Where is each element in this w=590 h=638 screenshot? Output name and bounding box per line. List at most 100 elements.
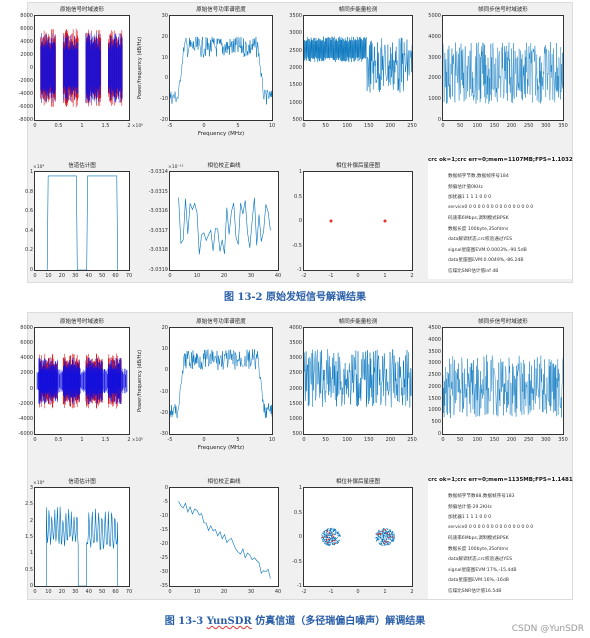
y-tick-label: 0.4 [25, 227, 33, 234]
y-tick-label: -6000 [18, 104, 33, 110]
caption-rest: 仿真信道（多径瑞偏白噪声）解调结果 [251, 616, 426, 627]
x-tick-label: 100 [342, 437, 352, 443]
info-line: 信噪比SNR估计值inf dB [448, 268, 499, 274]
y-tick-label: -3.0316 [148, 208, 168, 215]
info-line: 频偏估计值-29.2KHz [448, 504, 492, 510]
plot-title: 帧同步能量检测 [338, 319, 378, 325]
x-tick-label: 20 [220, 589, 228, 595]
y-tick-label: 2500 [428, 372, 441, 379]
x-tick-label: 1 [383, 589, 387, 595]
x-tick-label: 0 [168, 589, 172, 595]
plot-canvas [443, 354, 563, 419]
plot-constellation: 相位补偿后星座图 1 0.5 0 -0.5 -1 -2 -1 0 1 2 [292, 163, 413, 279]
y-tick-label: 2000 [428, 383, 441, 390]
x-tick-label: 40 [274, 589, 282, 595]
y-tick-label: -0.5 [292, 558, 302, 565]
y-tick-label: 1 [298, 485, 302, 491]
y-tick-label: 1500 [428, 395, 441, 402]
x-tick-label: 300 [541, 123, 551, 129]
y-tick-label: -2000 [18, 400, 33, 407]
x-tick-label: 100 [472, 437, 483, 443]
y-axis-label: Power/frequency (dB/Hz) [137, 349, 143, 413]
plot-phase-correction: 相位校正曲线 -3.0314 -3.0315 -3.0316 -3.0317 -3.031… [149, 163, 282, 279]
info-line: 码速率6Mbps,调制模式BPSK [448, 536, 509, 541]
x-tick-label: 250 [407, 437, 417, 443]
plot-title: 相位校正曲线 [207, 163, 241, 169]
y-tick-label: 6000 [20, 340, 33, 347]
plot-title: 原始信号时域波形 [59, 319, 104, 325]
plot-canvas [178, 197, 271, 255]
y-tick-label: -3.0317 [148, 227, 168, 234]
figure-13-3: 原始信号时域波形 8000 6000 4000 2000 0 -2000 -4000 -6000… [18, 312, 573, 600]
y-tick-label: -20 [159, 117, 168, 123]
plot-canvas [40, 28, 123, 108]
info-line: service0 0 0 0 0 0 0 0 0 0 0 0 0 0 0 0 [448, 524, 534, 530]
y-tick-label: 4000 [428, 336, 441, 343]
y-tick-label: -4000 [18, 91, 33, 97]
plot-title: 相位校正曲线 [207, 479, 241, 485]
y-tick-label: 2000 [20, 52, 33, 58]
x-tick-label: 20 [58, 273, 66, 279]
y-tick-label: 0 [437, 431, 441, 437]
x-tick-label: 40 [274, 273, 282, 279]
plot-canvas [329, 219, 387, 223]
x-tick-label: 0 [33, 589, 37, 595]
y-tick-label: -35 [159, 583, 168, 589]
x-tick-label: 150 [364, 437, 374, 443]
y-tick-label: 3000 [428, 54, 441, 61]
plot-title: 原始信号时域波形 [59, 7, 104, 13]
info-line: 码速率6Mbps,调制模式BPSK [448, 216, 509, 221]
x-tick-label: 50 [456, 437, 464, 443]
plot-title: 原始信号功率谱密度 [196, 7, 246, 13]
x-tick-label: 40 [85, 589, 92, 595]
x-tick-label: 40 [85, 273, 92, 279]
y-tick-label: 1 [29, 169, 33, 175]
y-tick-label: 3000 [428, 360, 441, 367]
y-tick-label: 2.5 [25, 501, 33, 508]
x-tick-label: 150 [364, 123, 374, 129]
x-axis-label: Frequency (MHz) [197, 445, 245, 451]
x-tick-label: 2 [127, 123, 131, 129]
y-tick-label: -10 [159, 96, 168, 103]
x-tick-label: 1 [80, 123, 84, 129]
x-tick-label: 100 [342, 123, 352, 129]
plot-time-waveform: 原始信号时域波形 8000 6000 4000 2000 0 -2000 -4000 -6000… [18, 7, 143, 129]
y-tick-label: -30 [159, 431, 168, 437]
y-tick-label: 6000 [20, 26, 33, 32]
x-tick-label: 0 [302, 123, 306, 129]
y-tick-label: 1000 [289, 415, 302, 422]
crc-status-header: crc ok=1;crc err=0;mem=1107MB;FPS=1.1032 [428, 157, 573, 163]
plot-canvas [443, 42, 563, 104]
y-tick-label: 4000 [428, 33, 441, 40]
plot-frame-energy: 帧同步能量检测 3500 3000 2500 2000 1500 1000 500 0 50 100… [289, 7, 417, 129]
y-tick-label: 0.5 [294, 193, 302, 200]
x-tick-label: 0 [441, 123, 445, 129]
plot-time-waveform: 原始信号时域波形 8000 6000 4000 2000 0 -2000 -4000 -6000… [18, 319, 143, 443]
plot-title: 信道估计图 [68, 163, 96, 169]
x-tick-label: 60 [112, 273, 119, 279]
info-line: 数据帧字节数,数据帧序号184 [448, 174, 509, 179]
info-line: 数据长度 100byte,35ofdms [448, 546, 509, 552]
x-tick-label: 0 [168, 273, 172, 279]
y-tick-label: 2 [29, 517, 33, 524]
plot-canvas [170, 36, 272, 105]
caption-13-3: 图 13-3 YunSDR 仿真信道（多径瑞偏白噪声）解调结果 [0, 612, 590, 627]
demod-info-panel: crc ok=1;crc err=0;mem=1135MB;FPS=1.1481… [428, 477, 573, 599]
info-line: signal星座图EVM:17%,-15.4dB [448, 567, 517, 573]
y-tick-label: 0 [437, 117, 441, 123]
info-line: 数据帧字节数88,数据帧序号183 [448, 494, 515, 499]
y-tick-label: 4000 [289, 325, 302, 331]
x-tick-label: -1 [328, 273, 334, 279]
y-tick-label: 1500 [289, 400, 302, 407]
x-tick-label: 250 [407, 123, 417, 129]
y-tick-label: 20 [161, 325, 168, 331]
y-tick-label: -5 [163, 499, 168, 505]
x-tick-label: 0 [356, 273, 360, 279]
info-line: service0 0 0 0 0 0 0 0 0 0 0 0 0 0 0 0 [448, 204, 534, 210]
x-tick-label: 10 [268, 437, 276, 443]
x-tick-label: 10 [45, 589, 52, 595]
y-tick-label: 0 [29, 385, 33, 392]
info-line: 信噪比SNR估计值16.5dB [448, 588, 502, 594]
y-tick-label: 2000 [20, 370, 33, 377]
y-tick-label: 1500 [289, 82, 302, 89]
